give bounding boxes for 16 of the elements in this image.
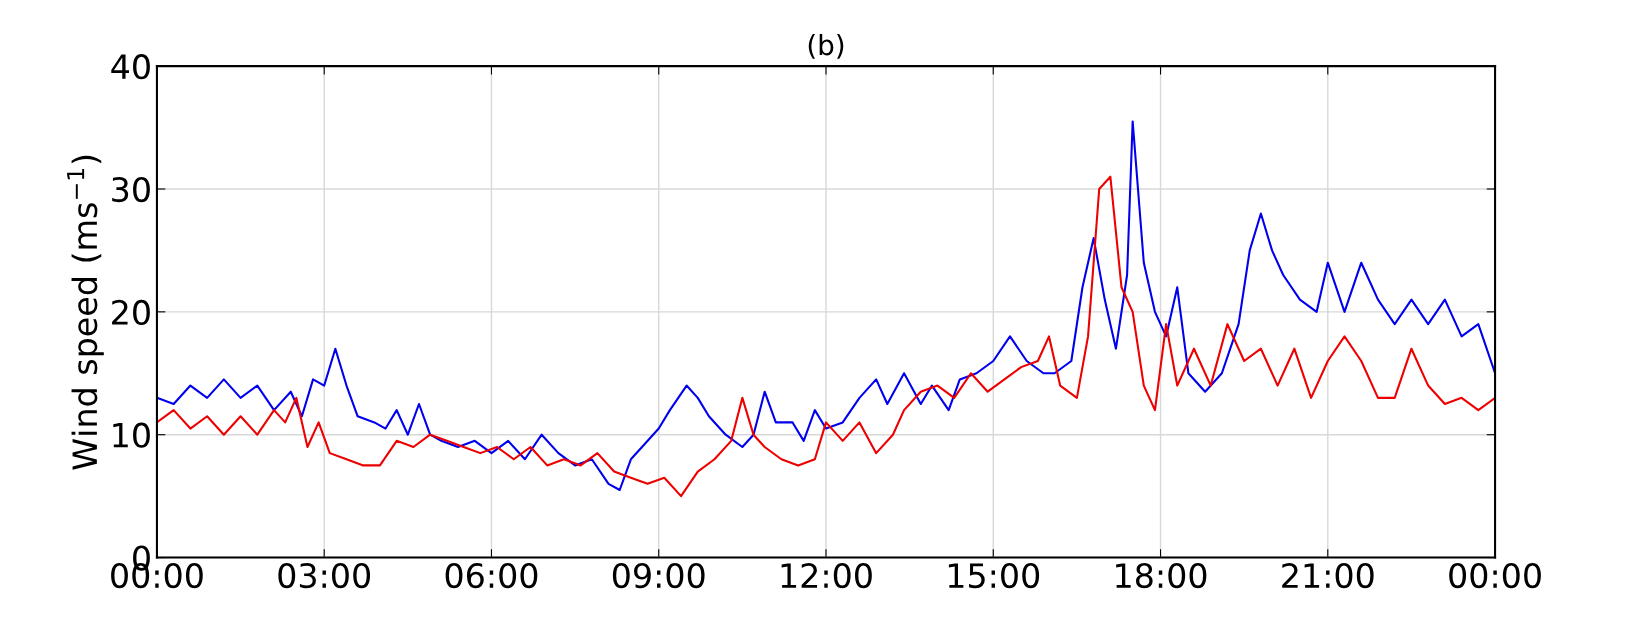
chart-title: (b) <box>808 33 844 59</box>
y-axis-title: Wind speed (ms$^{−1}$) <box>67 155 104 470</box>
line-series <box>156 120 1496 492</box>
x-tick-label: 00:00 <box>1449 563 1541 589</box>
x-tick-label: 15:00 <box>948 563 1040 589</box>
x-tick-label: 21:00 <box>1282 563 1374 589</box>
y-tick-label: 30 <box>112 176 150 203</box>
x-tick-label: 06:00 <box>445 563 538 589</box>
x-tick-label: 18:00 <box>1116 563 1207 589</box>
x-tick-label: 09:00 <box>612 563 705 589</box>
y-tick-label: 10 <box>113 422 150 448</box>
line-series <box>156 175 1496 498</box>
y-tick-label: 40 <box>111 54 150 80</box>
x-tick-label: 03:00 <box>278 563 371 589</box>
y-tick-label: 20 <box>112 299 150 325</box>
x-tick-label: 12:00 <box>781 563 872 589</box>
